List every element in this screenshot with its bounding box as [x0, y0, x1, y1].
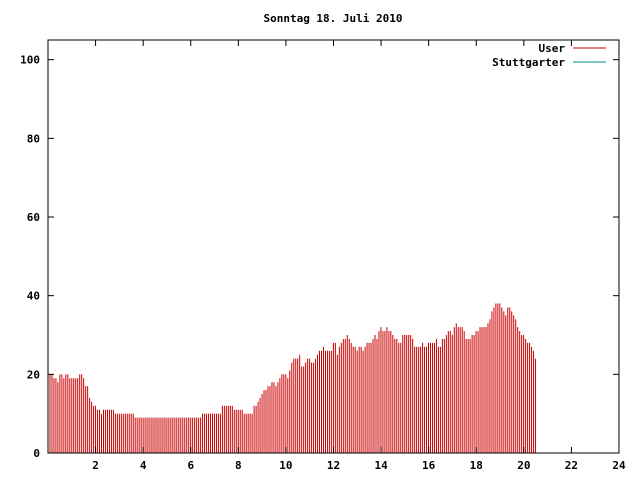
- chart-title: Sonntag 18. Juli 2010: [263, 12, 402, 25]
- x-tick-label: 8: [235, 459, 242, 472]
- x-tick-label: 6: [187, 459, 194, 472]
- x-tick-label: 10: [279, 459, 292, 472]
- plot-frame: [47, 39, 620, 454]
- x-tick-label: 20: [517, 459, 530, 472]
- y-tick-label: 0: [33, 447, 40, 460]
- y-tick-label: 20: [27, 368, 40, 381]
- x-axis: 2 4 6 8 10 12 14 16 18 20 22 24: [92, 40, 626, 472]
- x-tick-label: 24: [612, 459, 626, 472]
- x-tick-label: 12: [327, 459, 340, 472]
- x-tick-label: 4: [140, 459, 147, 472]
- x-tick-label: 2: [92, 459, 99, 472]
- bars-group: [47, 303, 537, 453]
- x-tick-label: 22: [565, 459, 578, 472]
- legend-label-user: User: [539, 42, 566, 55]
- legend: User Stuttgarter: [492, 42, 606, 69]
- y-tick-label: 40: [27, 290, 40, 303]
- y-tick-label: 60: [27, 211, 40, 224]
- x-tick-label: 14: [374, 459, 388, 472]
- x-tick-label: 18: [470, 459, 483, 472]
- y-axis: 0 20 40 60 80 100: [20, 54, 619, 460]
- x-tick-label: 16: [422, 459, 436, 472]
- legend-label-stuttgarter: Stuttgarter: [492, 56, 565, 69]
- y-tick-label: 80: [27, 132, 40, 145]
- y-tick-label: 100: [20, 54, 40, 67]
